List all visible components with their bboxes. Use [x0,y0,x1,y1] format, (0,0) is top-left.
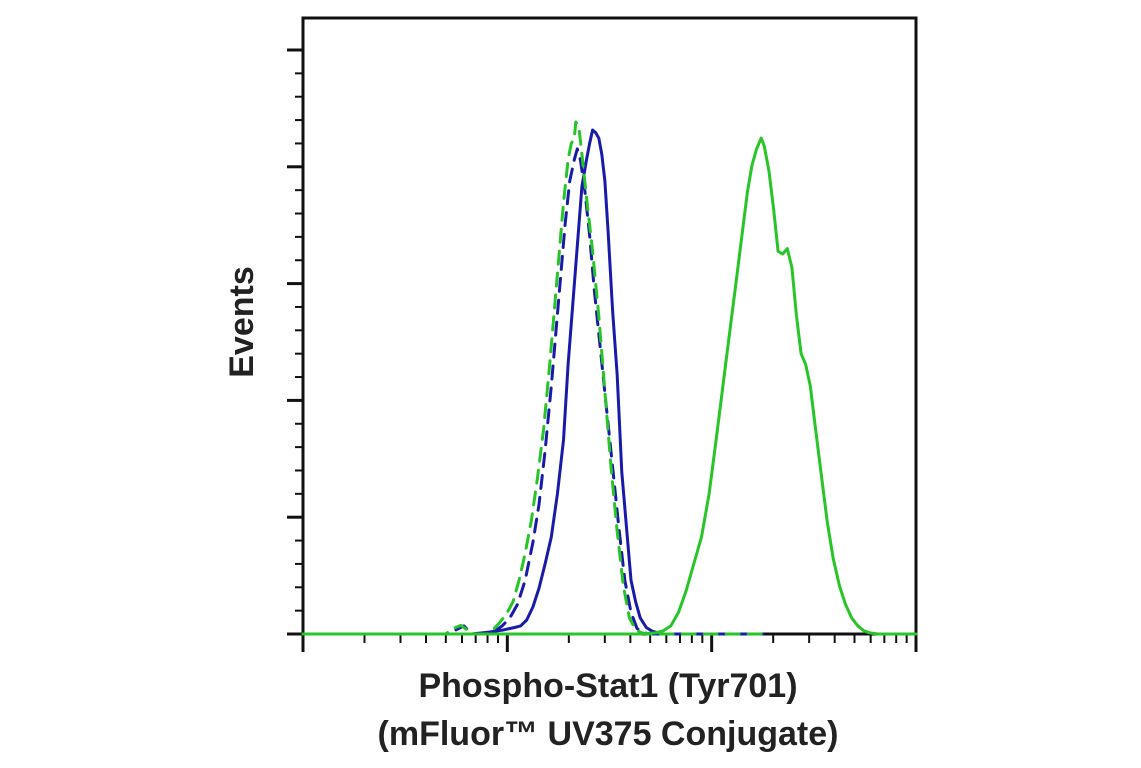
series-layer [301,120,918,636]
plot-frame [301,16,918,636]
x-axis-label-line2: (mFluor™ UV375 Conjugate) [378,715,839,753]
series-3-solid-line [301,136,918,636]
series-0-solid-line [301,128,765,636]
series-2-dashed-line [301,120,765,636]
x-axis-label-line1: Phospho-Stat1 (Tyr701) [418,667,797,705]
y-axis-label: Events [223,266,261,378]
